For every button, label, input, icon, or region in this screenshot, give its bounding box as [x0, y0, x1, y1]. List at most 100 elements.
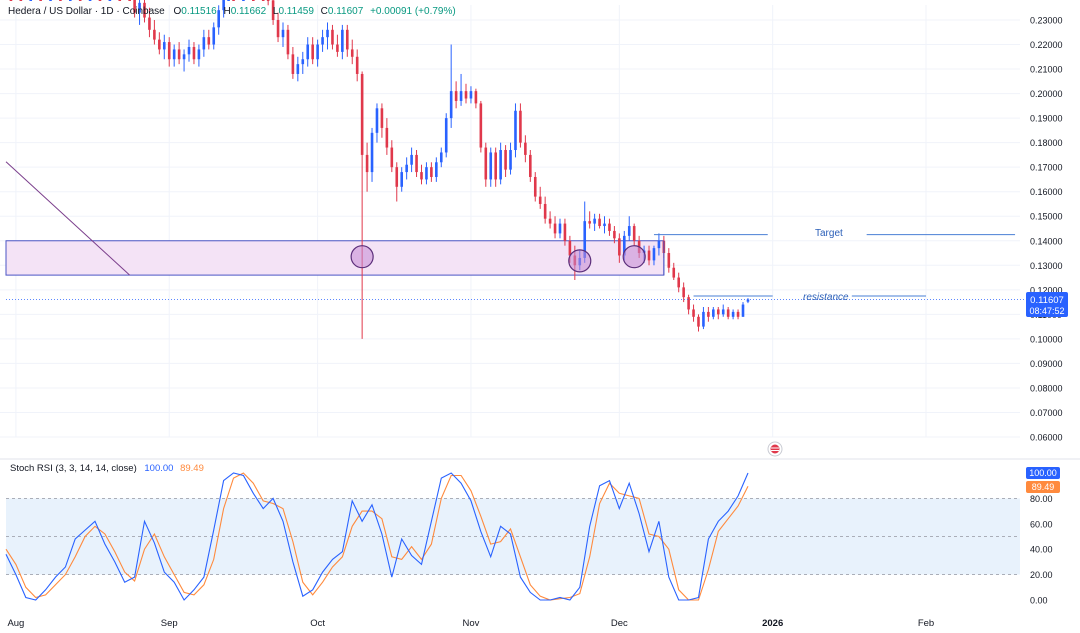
candle-body: [667, 253, 671, 268]
candle-body: [746, 299, 750, 302]
candle-body: [430, 167, 433, 177]
candle-body: [543, 203, 547, 219]
annotations: [6, 234, 1026, 300]
price-tick-label: 0.14000: [1030, 236, 1063, 246]
candle-body: [9, 0, 13, 1]
open-label: O: [174, 6, 182, 17]
candle-body: [271, 0, 275, 20]
candle-body: [603, 223, 606, 227]
price-tick-label: 0.10000: [1030, 334, 1063, 344]
stoch-title: Stoch RSI (3, 3, 14, 14, close): [10, 463, 137, 474]
candle-body: [474, 91, 478, 104]
candle-body: [167, 42, 171, 60]
candle-body: [385, 127, 389, 148]
stoch-legend: Stoch RSI (3, 3, 14, 14, close) 100.00 8…: [10, 463, 204, 474]
candle-body: [301, 59, 305, 65]
candle-body: [469, 91, 473, 99]
candle-body: [702, 311, 705, 327]
candle-body: [291, 54, 295, 74]
last-price-value: 0.11607: [1030, 295, 1064, 306]
candle-body: [128, 0, 131, 1]
candle-body: [261, 0, 265, 1]
candle-body: [593, 218, 596, 224]
candle-body: [449, 91, 453, 119]
candle-body: [345, 29, 349, 50]
price-tick-label: 0.12000: [1030, 285, 1063, 295]
candle-body: [647, 250, 651, 261]
price-tick-label: 0.20000: [1030, 89, 1063, 99]
high-value: 0.11662: [231, 6, 267, 17]
candle-body: [98, 0, 102, 1]
candle-body: [78, 0, 82, 1]
price-tick-label: 0.08000: [1030, 383, 1063, 393]
support-zone: [5, 161, 665, 276]
candle-body: [712, 309, 715, 317]
candle-body: [207, 37, 211, 45]
candle-body: [504, 150, 507, 170]
candle-body: [29, 0, 33, 1]
candle-body: [365, 154, 369, 173]
candle-body: [741, 304, 745, 317]
candle-body: [657, 240, 661, 249]
target-label: Target: [815, 228, 843, 239]
candle-body: [509, 150, 512, 170]
candle-body: [464, 91, 468, 99]
candle-body: [321, 37, 324, 45]
stoch-d-badge-text: 89.49: [1032, 482, 1055, 492]
stoch-d-badge-bg: [1026, 481, 1060, 493]
stoch-tick-label: 20.00: [1030, 570, 1053, 580]
candle-body: [192, 46, 196, 60]
candle-body: [682, 287, 685, 298]
stoch-tick-label: 80.00: [1030, 494, 1053, 504]
candle-body: [281, 29, 285, 38]
candle-body: [266, 0, 270, 1]
stoch-k-badge-bg: [1026, 467, 1060, 479]
candle-body: [588, 221, 591, 224]
candle-body: [49, 0, 52, 1]
candle-body: [568, 240, 572, 256]
candle-body: [276, 20, 280, 38]
price-tick-label: 0.06000: [1030, 433, 1063, 443]
stoch-tick-label: 40.00: [1030, 545, 1053, 555]
candle-body: [202, 37, 206, 50]
candle-body: [400, 172, 404, 187]
stoch-tick-label: 0.00: [1030, 596, 1048, 606]
price-tick-label: 0.07000: [1030, 408, 1063, 418]
candle-body: [652, 248, 656, 261]
candle-body: [716, 309, 720, 315]
candle-body: [479, 103, 483, 148]
candle-body: [672, 267, 676, 278]
candle-body: [697, 316, 700, 327]
candle-body: [355, 56, 359, 74]
candle-body: [162, 42, 166, 50]
last-price-badge-bg: [1026, 292, 1068, 317]
low-value: 0.11459: [278, 6, 314, 17]
x-tick-label: Nov: [463, 618, 480, 629]
stoch-k-line: [5, 472, 749, 601]
tradingview-logo-icon[interactable]: [767, 441, 783, 457]
candle-body: [395, 167, 399, 187]
candle-body: [538, 196, 542, 204]
candle-body: [563, 223, 567, 241]
candlestick-series: [9, 0, 750, 339]
candle-body: [212, 27, 216, 45]
price-tick-label: 0.09000: [1030, 359, 1063, 369]
candle-body: [548, 218, 552, 224]
candle-body: [731, 311, 735, 317]
last-price-badge: 0.11607 08:47:52: [1026, 292, 1068, 317]
candle-body: [143, 2, 146, 18]
touch-circle: [622, 245, 646, 269]
stoch-k-badge-text: 100.00: [1029, 468, 1057, 478]
change-value: +0.00091 (+0.79%): [370, 6, 456, 17]
price-tick-label: 0.17000: [1030, 163, 1063, 173]
support-zone-rect: [5, 240, 665, 276]
candle-body: [326, 29, 329, 38]
candle-body: [311, 44, 314, 60]
candle-body: [553, 223, 557, 234]
candle-body: [677, 277, 681, 288]
x-tick-label: Feb: [918, 618, 934, 629]
candle-body: [435, 162, 438, 177]
candle-body: [687, 297, 690, 310]
candle-body: [627, 226, 631, 236]
